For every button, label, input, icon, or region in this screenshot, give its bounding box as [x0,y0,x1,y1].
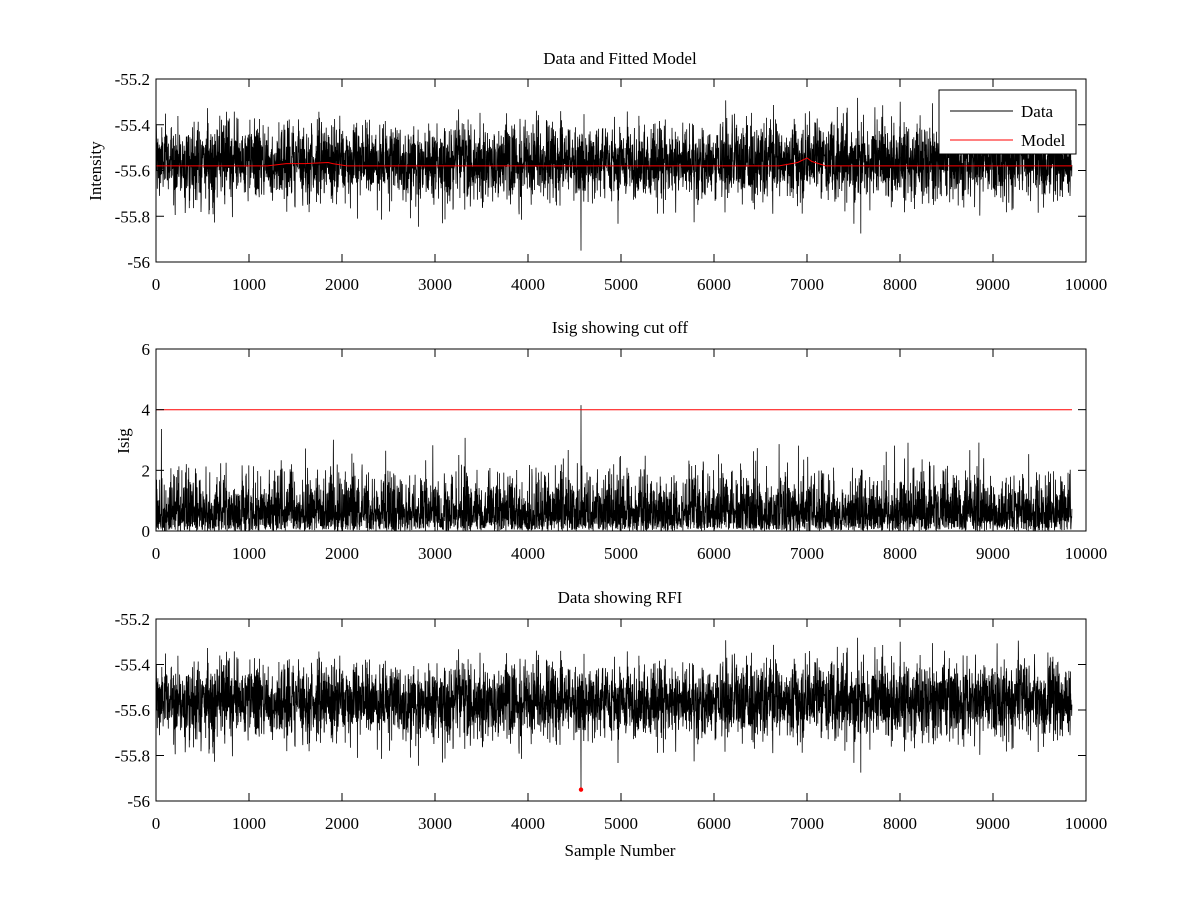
subplot-data-and-fitted-model: Data and Fitted Model Intensity 0 1000 200… [86,49,1107,294]
x-tick-label: 4000 [511,544,545,563]
x-tick-label: 10000 [1065,544,1108,563]
x-tick-label: 8000 [883,544,917,563]
plot-area [156,97,1073,251]
y-tick-label: -55.6 [115,701,150,720]
series-isig-line [156,405,1073,531]
subplot-title: Data and Fitted Model [543,49,697,68]
x-tick-label: 5000 [604,814,638,833]
x-tick-label: 0 [152,814,161,833]
y-tick-label: -55.2 [115,70,150,89]
x-tick-label: 0 [152,544,161,563]
x-tick-label: 10000 [1065,814,1108,833]
rfi-marker [578,787,584,792]
legend-box [938,89,1077,155]
y-axis-label: Isig [114,428,133,454]
x-tick-label: 3000 [418,275,452,294]
y-tick-label: -55.6 [115,162,150,181]
y-tick-label: -56 [127,253,150,272]
x-tick-label: 7000 [790,814,824,833]
y-tick-label: 4 [142,401,151,420]
y-axis-label: Intensity [86,141,105,201]
x-tick-label: 0 [152,275,161,294]
y-tick-label: -55.8 [115,207,150,226]
y-tick-label: -55.2 [115,610,150,629]
x-tick-label: 7000 [790,544,824,563]
x-tick-label: 3000 [418,814,452,833]
x-tick-label: 1000 [232,814,266,833]
x-tick-label: 8000 [883,814,917,833]
plot-area [156,405,1073,531]
x-tick-label: 2000 [325,275,359,294]
y-tick-label: -55.4 [115,656,151,675]
subplot-isig-showing-cut-off: Isig showing cut off Isig 0 1000 2000 3000 4… [114,318,1107,563]
x-tick-label: 6000 [697,814,731,833]
x-tick-label: 9000 [976,544,1010,563]
legend-entry-model: Model [1021,131,1066,150]
subplot-title: Isig showing cut off [552,318,688,337]
x-tick-label: 4000 [511,275,545,294]
x-tick-label: 6000 [697,544,731,563]
x-tick-label: 1000 [232,544,266,563]
x-tick-label: 1000 [232,275,266,294]
x-tick-label: 5000 [604,544,638,563]
x-tick-label: 9000 [976,275,1010,294]
y-tick-label: 0 [142,522,151,541]
x-tick-label: 4000 [511,814,545,833]
x-tick-label: 10000 [1065,275,1108,294]
legend-entry-data: Data [1021,102,1054,121]
x-tick-label: 2000 [325,814,359,833]
legend: Data Model [938,89,1077,155]
series-data-line [156,637,1073,790]
y-tick-label: -55.8 [115,747,150,766]
x-tick-label: 3000 [418,544,452,563]
x-tick-label: 6000 [697,275,731,294]
x-tick-label: 8000 [883,275,917,294]
plot-area [156,637,1073,790]
y-tick-label: 6 [142,340,151,359]
y-tick-label: 2 [142,461,151,480]
y-tick-label: -56 [127,792,150,811]
x-axis-label: Sample Number [565,841,676,860]
x-tick-label: 7000 [790,275,824,294]
subplot-data-showing-rfi: Data showing RFI Sample Number 0 1000 2000… [115,588,1108,860]
x-tick-label: 2000 [325,544,359,563]
subplot-title: Data showing RFI [558,588,683,607]
y-tick-label: -55.4 [115,116,151,135]
x-tick-label: 9000 [976,814,1010,833]
x-tick-label: 5000 [604,275,638,294]
series-model-line [156,157,1072,167]
